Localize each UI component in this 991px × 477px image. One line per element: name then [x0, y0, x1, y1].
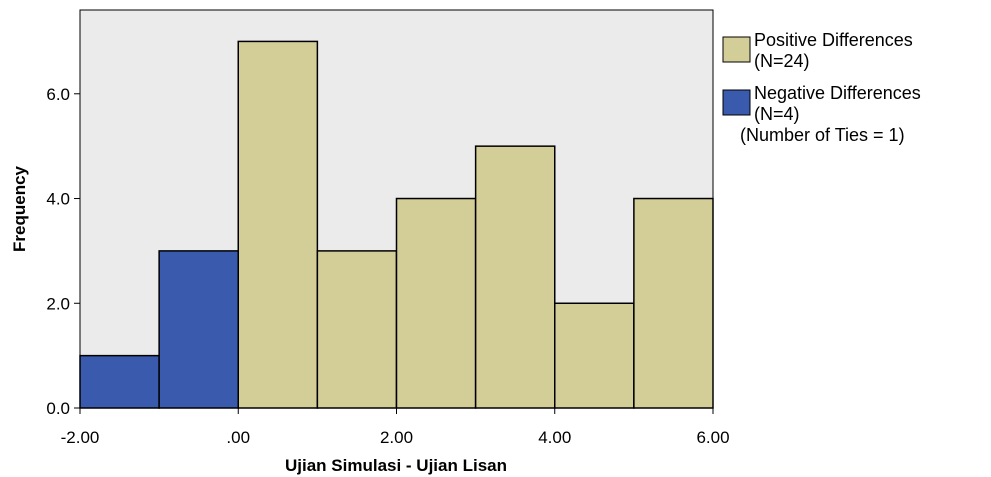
x-tick-label: 4.00 [538, 428, 571, 447]
histogram-bar-positive-0 [237, 40, 319, 409]
legend-count-positive: (N=24) [754, 51, 810, 71]
x-axis-title: Ujian Simulasi - Ujian Lisan [285, 456, 507, 475]
histogram-bar-positive-1 [316, 250, 398, 409]
legend-swatch-negative [722, 89, 751, 116]
histogram-bar-positive-4 [554, 302, 635, 409]
y-tick-label: 0.0 [46, 399, 70, 418]
y-tick-label: 2.0 [46, 294, 70, 313]
legend-label-negative: Negative Differences [754, 83, 921, 103]
x-tick-label: 2.00 [380, 428, 413, 447]
legend-swatch-positive [722, 36, 751, 63]
bars-group [79, 40, 714, 409]
y-tick-label: 6.0 [46, 85, 70, 104]
histogram-bar-positive-3 [474, 145, 556, 409]
y-axis-title: Frequency [10, 165, 29, 252]
legend-ties-note: (Number of Ties = 1) [740, 125, 905, 145]
legend: Positive Differences (N=24) Negative Dif… [722, 30, 921, 145]
histogram-bar-positive-5 [633, 197, 714, 409]
x-tick-label: .00 [226, 428, 250, 447]
legend-count-negative: (N=4) [754, 104, 800, 124]
x-tick-label: 6.00 [696, 428, 729, 447]
x-tick-label: -2.00 [61, 428, 100, 447]
axes-group: -2.00 .00 2.00 4.00 6.00 0.0 2.0 4.0 6.0 [46, 85, 729, 447]
histogram-bar-negative-0 [79, 354, 160, 409]
histogram-bar-negative-1 [158, 250, 239, 409]
legend-label-positive: Positive Differences [754, 30, 913, 50]
y-tick-label: 4.0 [46, 190, 70, 209]
histogram-bar-positive-2 [395, 197, 477, 409]
